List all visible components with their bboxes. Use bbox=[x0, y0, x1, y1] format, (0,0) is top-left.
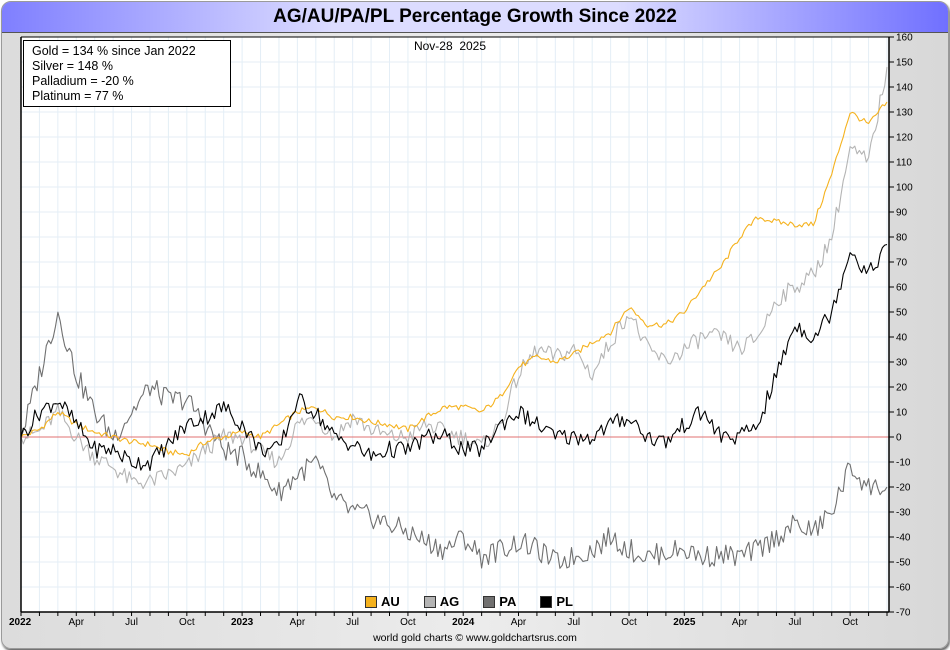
y-tick-label: 60 bbox=[896, 283, 908, 294]
x-tick-label: 2025 bbox=[673, 617, 696, 628]
info-gold: Gold = 134 % since Jan 2022 bbox=[32, 44, 196, 58]
x-tick-label: Jul bbox=[125, 617, 138, 628]
x-tick-label: Apr bbox=[290, 617, 306, 628]
y-tick-label: -20 bbox=[896, 483, 911, 494]
legend: AU AG PA PL bbox=[365, 594, 573, 609]
x-tick-label: 2023 bbox=[231, 617, 254, 628]
y-tick-label: -10 bbox=[896, 458, 911, 469]
x-tick-label: 2022 bbox=[9, 617, 32, 628]
y-tick-label: 90 bbox=[896, 208, 908, 219]
x-tick-label: Apr bbox=[732, 617, 748, 628]
legend-swatch-ag bbox=[423, 595, 436, 608]
y-tick-label: 110 bbox=[896, 158, 912, 169]
y-tick-label: -40 bbox=[896, 533, 911, 544]
legend-swatch-au bbox=[365, 595, 377, 608]
series-line-pl bbox=[20, 243, 888, 472]
y-tick-label: -70 bbox=[896, 608, 911, 619]
y-tick-label: 20 bbox=[896, 383, 908, 394]
legend-label-ag: AG bbox=[439, 594, 460, 609]
y-tick-label: 10 bbox=[896, 408, 908, 419]
legend-swatch-pl bbox=[540, 595, 553, 608]
x-tick-label: Apr bbox=[511, 617, 527, 628]
y-tick-label: 80 bbox=[896, 233, 908, 244]
x-tick-label: Jul bbox=[567, 617, 580, 628]
legend-item-pa: PA bbox=[483, 594, 516, 609]
y-tick-label: -30 bbox=[896, 508, 911, 519]
x-tick-label: Apr bbox=[68, 617, 84, 628]
date-label: Nov-28 2025 bbox=[413, 39, 487, 53]
legend-label-pa: PA bbox=[499, 594, 517, 609]
x-tick-label: Oct bbox=[400, 617, 416, 628]
y-tick-label: 160 bbox=[896, 33, 913, 44]
series-line-ag bbox=[20, 66, 888, 490]
info-platinum: Platinum = 77 % bbox=[32, 89, 124, 103]
info-palladium: Palladium = -20 % bbox=[32, 74, 134, 88]
legend-item-ag: AG bbox=[423, 594, 460, 609]
legend-swatch-pa bbox=[483, 595, 496, 608]
info-silver: Silver = 148 % bbox=[32, 59, 113, 73]
y-tick-label: 130 bbox=[896, 108, 913, 119]
legend-label-au: AU bbox=[381, 594, 400, 609]
chart-title: AG/AU/PA/PL Percentage Growth Since 2022 bbox=[273, 6, 677, 27]
y-tick-label: 150 bbox=[896, 58, 913, 69]
x-tick-label: Oct bbox=[842, 617, 858, 628]
credit-text: world gold charts © www.goldchartsrus.co… bbox=[373, 632, 577, 644]
y-tick-label: -60 bbox=[896, 583, 911, 594]
x-tick-label: 2024 bbox=[452, 617, 475, 628]
x-tick-label: Jul bbox=[346, 617, 359, 628]
y-tick-label: 100 bbox=[896, 183, 913, 194]
y-tick-label: 50 bbox=[896, 308, 908, 319]
series-line-pa bbox=[20, 311, 888, 569]
y-tick-label: -50 bbox=[896, 558, 911, 569]
y-tick-label: 70 bbox=[896, 258, 908, 269]
x-tick-label: Jul bbox=[788, 617, 801, 628]
y-tick-label: 40 bbox=[896, 333, 908, 344]
legend-item-au: AU bbox=[365, 594, 400, 609]
y-tick-label: 30 bbox=[896, 358, 908, 369]
plot-area bbox=[21, 37, 889, 612]
x-tick-label: Oct bbox=[179, 617, 195, 628]
x-tick-label: Oct bbox=[621, 617, 637, 628]
title-bar: AG/AU/PA/PL Percentage Growth Since 2022 bbox=[2, 2, 948, 33]
y-tick-label: 120 bbox=[896, 133, 913, 144]
info-box: Gold = 134 % since Jan 2022 Silver = 148… bbox=[23, 40, 231, 107]
legend-label-pl: PL bbox=[556, 594, 574, 609]
y-tick-label: 0 bbox=[896, 433, 902, 444]
legend-item-pl: PL bbox=[540, 594, 573, 609]
y-tick-label: 140 bbox=[896, 83, 913, 94]
